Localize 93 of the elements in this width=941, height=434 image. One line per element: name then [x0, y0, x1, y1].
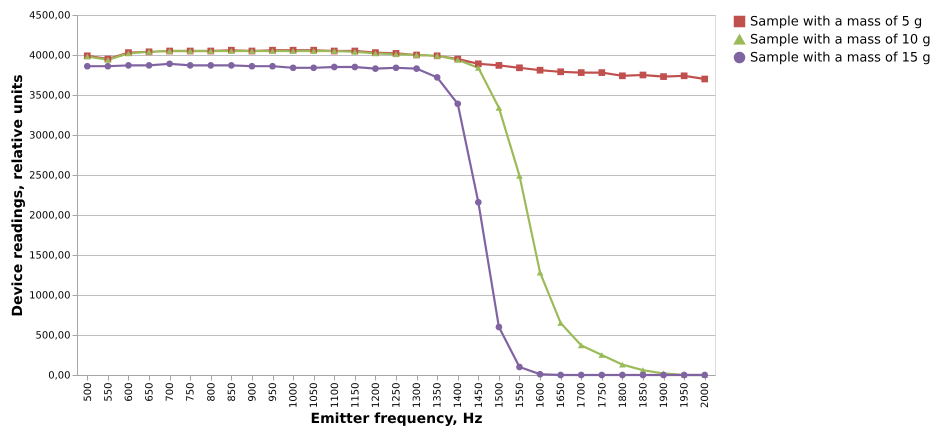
- point: [125, 62, 132, 69]
- legend-label: Sample with a mass of 10 g: [750, 32, 931, 48]
- point: [701, 76, 708, 82]
- point: [146, 62, 152, 69]
- point: [680, 72, 688, 80]
- point: [578, 342, 585, 348]
- point: [474, 198, 482, 206]
- x-tick-label: 1550: [514, 382, 526, 408]
- point: [166, 60, 173, 68]
- point: [619, 72, 626, 80]
- x-tick-label: 850: [226, 382, 238, 402]
- point: [536, 66, 544, 74]
- y-tick-label: 0,00: [48, 370, 70, 382]
- point: [640, 72, 646, 78]
- y-tick-label: 3000,00: [29, 130, 70, 142]
- point: [536, 370, 544, 378]
- point: [619, 372, 626, 378]
- x-tick-label: 1250: [392, 382, 402, 408]
- point: [619, 362, 626, 368]
- point: [536, 270, 544, 276]
- y-tick-label: 1000,00: [29, 290, 70, 302]
- point: [598, 69, 606, 76]
- y-tick-label: 3500,00: [29, 90, 70, 102]
- point: [392, 64, 400, 72]
- point: [640, 372, 646, 378]
- x-tick-label: 1450: [474, 382, 485, 408]
- x-tick-label: 1700: [576, 382, 588, 408]
- y-tick-label: 2500,00: [29, 170, 70, 182]
- point: [496, 104, 502, 111]
- x-tick-label: 1500: [494, 382, 506, 408]
- x-tick-label: 550: [103, 382, 114, 402]
- y-tick-label: 4500,00: [29, 10, 70, 22]
- point: [598, 352, 606, 358]
- y-axis-title: Device readings, relative units: [10, 74, 26, 317]
- x-tick-label: 1200: [370, 382, 382, 408]
- x-tick-label: 1950: [680, 382, 691, 408]
- point: [660, 73, 667, 80]
- point: [269, 62, 276, 70]
- point: [557, 320, 564, 326]
- x-tick-label: 1400: [453, 382, 464, 408]
- point: [474, 64, 482, 71]
- point: [207, 62, 214, 69]
- x-tick-label: 700: [165, 382, 176, 402]
- point: [557, 372, 564, 378]
- x-tick-label: 500: [82, 382, 94, 402]
- point: [372, 65, 379, 72]
- point: [496, 324, 502, 330]
- y-tick-label: 2000,00: [29, 210, 70, 222]
- x-tick-label: 1350: [432, 382, 444, 408]
- point: [578, 69, 585, 76]
- point: [516, 172, 523, 179]
- point: [413, 65, 420, 72]
- point: [516, 64, 523, 72]
- x-tick-label: 1100: [330, 382, 341, 408]
- x-tick-label: 750: [186, 382, 197, 402]
- point: [228, 62, 235, 69]
- point: [496, 62, 502, 69]
- x-tick-label: 1300: [412, 382, 424, 408]
- x-tick-label: 2000: [700, 382, 712, 408]
- point: [84, 62, 91, 70]
- point: [290, 64, 296, 72]
- point: [248, 62, 256, 70]
- legend-label: Sample with a mass of 15 g: [750, 50, 931, 66]
- point: [578, 372, 585, 378]
- x-tick-label: 1000: [288, 382, 300, 408]
- x-tick-label: 900: [247, 382, 258, 402]
- x-tick-label: 1750: [597, 382, 608, 408]
- x-tick-label: 1900: [659, 382, 670, 408]
- point: [516, 364, 523, 370]
- x-tick-label: 950: [268, 382, 280, 402]
- x-tick-label: 600: [124, 382, 135, 402]
- x-tick-label: 1850: [638, 382, 650, 408]
- point: [186, 62, 194, 69]
- x-axis-title: Emitter frequency, Hz: [310, 410, 482, 427]
- point: [434, 74, 441, 81]
- point: [598, 372, 606, 378]
- x-tick-label: 1150: [350, 382, 362, 408]
- x-tick-label: 1600: [536, 382, 547, 408]
- x-tick-label: 1650: [556, 382, 568, 408]
- x-tick-label: 650: [144, 382, 156, 402]
- point: [351, 64, 358, 70]
- x-tick-label: 1800: [618, 382, 629, 408]
- point: [310, 64, 318, 72]
- point: [557, 68, 564, 76]
- x-tick-label: 800: [206, 382, 218, 402]
- point: [104, 62, 112, 70]
- y-tick-label: 4000,00: [29, 50, 70, 62]
- x-tick-label: 1050: [309, 382, 320, 408]
- y-tick-label: 1500,00: [29, 250, 70, 262]
- y-tick-label: 500,00: [36, 330, 70, 342]
- point: [454, 100, 462, 108]
- point: [330, 64, 338, 70]
- legend-label: Sample with a mass of 5 g: [750, 14, 922, 30]
